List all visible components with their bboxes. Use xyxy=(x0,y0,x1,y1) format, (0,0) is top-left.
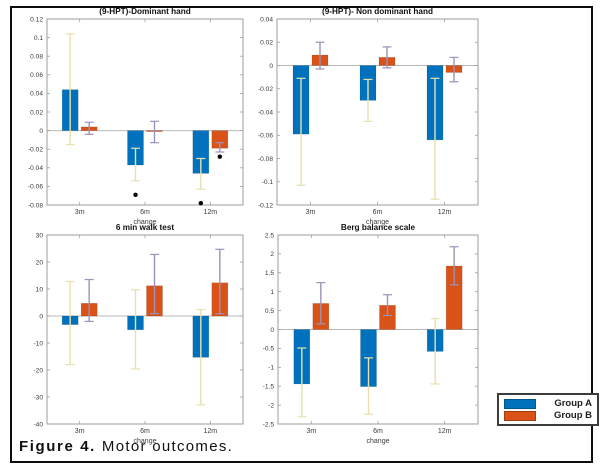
legend: Group A Group B xyxy=(497,393,599,426)
legend-item-group-b: Group B xyxy=(504,409,592,421)
caption-label: Figure 4. xyxy=(19,438,96,455)
caption-text: Motor outcomes. xyxy=(101,438,234,455)
figure-caption: Figure 4. Motor outcomes. xyxy=(19,438,233,455)
legend-label: Group A xyxy=(554,397,592,409)
legend-item-group-a: Group A xyxy=(504,397,592,409)
group-a-swatch xyxy=(504,398,536,409)
group-b-swatch xyxy=(504,410,536,421)
legend-label: Group B xyxy=(554,409,592,421)
